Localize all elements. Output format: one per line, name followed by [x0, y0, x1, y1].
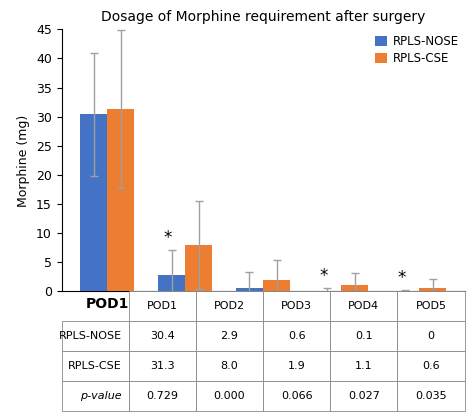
Bar	[263, 280, 291, 292]
Bar	[314, 291, 341, 292]
Y-axis label: Morphine (mg): Morphine (mg)	[18, 114, 30, 207]
Legend: RPLS-NOSE, RPLS-CSE: RPLS-NOSE, RPLS-CSE	[375, 35, 459, 65]
Text: *: *	[319, 267, 328, 285]
Bar	[419, 288, 446, 292]
X-axis label: Time after operation (day): Time after operation (day)	[181, 314, 346, 327]
Text: *: *	[164, 229, 172, 247]
Bar	[236, 288, 263, 292]
Bar	[185, 245, 212, 292]
Title: Dosage of Morphine requirement after surgery: Dosage of Morphine requirement after sur…	[101, 10, 425, 24]
Bar	[341, 285, 368, 292]
Bar	[80, 114, 107, 292]
Bar	[107, 109, 135, 292]
Bar	[158, 274, 185, 292]
Text: *: *	[397, 269, 406, 287]
